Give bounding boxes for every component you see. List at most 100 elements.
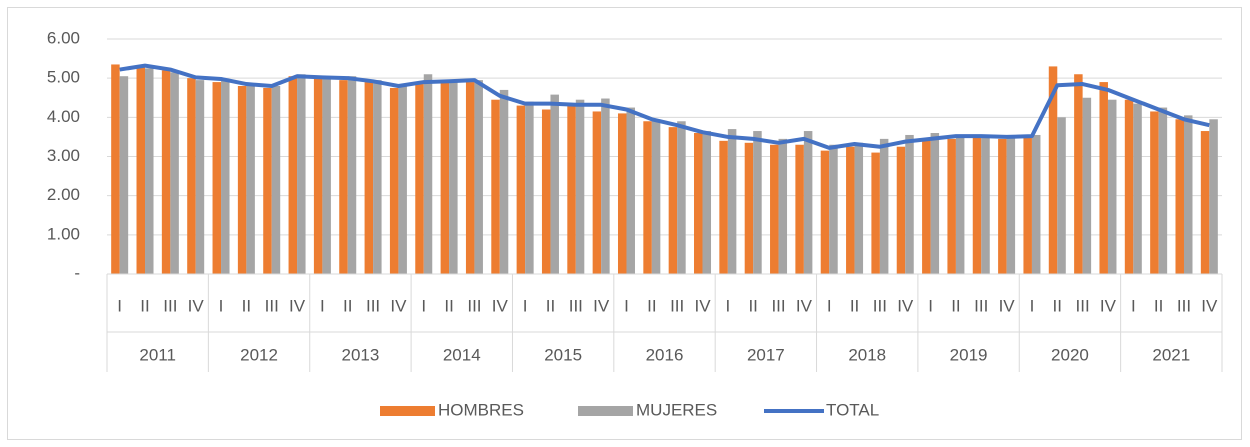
bar [195, 80, 205, 274]
bar [170, 72, 179, 275]
bar [905, 134, 914, 274]
x-tick-label: II [748, 296, 757, 315]
x-tick-label: I [1131, 296, 1136, 315]
bar [922, 140, 931, 274]
bar [702, 131, 712, 274]
bar [263, 87, 272, 274]
bar [1082, 97, 1092, 274]
bar [795, 144, 804, 274]
bar [364, 82, 374, 274]
y-tick-label: 4.00 [47, 107, 80, 126]
x-tick-label: III [569, 296, 583, 315]
bar [727, 129, 737, 274]
x-tick-label: III [873, 296, 887, 315]
bar [1158, 107, 1168, 275]
bar [694, 133, 703, 274]
bar [753, 131, 762, 274]
x-group-label: 2021 [1152, 345, 1190, 364]
bar [415, 84, 424, 275]
bar [947, 138, 956, 274]
bar [187, 78, 196, 275]
bar [744, 142, 754, 274]
line-series [119, 63, 1210, 150]
bar [981, 134, 990, 274]
bar [778, 138, 788, 274]
x-group-label: 2013 [341, 345, 379, 364]
x-tick-label: II [951, 296, 960, 315]
x-tick-label: I [827, 296, 832, 315]
x-tick-label: II [242, 296, 251, 315]
bar [525, 101, 534, 275]
bar [668, 127, 678, 274]
bar [111, 64, 120, 274]
bar [119, 76, 129, 274]
bar [575, 99, 585, 274]
x-tick-label: IV [694, 296, 711, 315]
bar [449, 80, 458, 274]
x-tick-label: I [320, 296, 325, 315]
y-tick-label: 1.00 [47, 224, 80, 243]
x-tick-label: II [1154, 296, 1163, 315]
bar [1124, 99, 1134, 274]
y-tick-label: 6.00 [47, 28, 80, 47]
x-tick-label: II [647, 296, 656, 315]
bar [465, 82, 475, 274]
x-tick-label: II [850, 296, 859, 315]
x-tick-label: IV [1100, 296, 1117, 315]
x-tick-label: I [117, 296, 122, 315]
bar [1200, 131, 1210, 274]
bar [626, 107, 635, 275]
x-tick-label: III [771, 296, 785, 315]
x-group-label: 2011 [139, 345, 176, 364]
bar [474, 80, 483, 274]
bar [398, 84, 407, 275]
bar [617, 113, 627, 275]
bar [846, 146, 855, 274]
x-tick-label: II [1053, 296, 1062, 315]
y-tick-label: 5.00 [47, 68, 80, 87]
legend-swatch [380, 406, 435, 416]
bar [1175, 119, 1184, 275]
bar [567, 105, 576, 274]
x-tick-label: II [140, 296, 149, 315]
bar [1209, 119, 1218, 275]
x-tick-label: III [163, 296, 177, 315]
x-tick-label: IV [289, 296, 306, 315]
x-tick-label: IV [188, 296, 205, 315]
bar [879, 138, 889, 274]
legend-label: TOTAL [826, 400, 879, 419]
bar [1099, 82, 1108, 274]
legend-label: MUJERES [636, 400, 717, 419]
x-tick-label: I [928, 296, 933, 315]
bar [677, 121, 686, 274]
bar [1048, 66, 1058, 275]
x-tick-label: III [1076, 296, 1090, 315]
bar [550, 94, 559, 274]
x-tick-label: III [974, 296, 988, 315]
x-tick-label: II [444, 296, 453, 315]
bar [161, 70, 171, 274]
bar [423, 74, 433, 274]
legend-swatch [578, 406, 633, 416]
x-tick-label: IV [492, 296, 509, 315]
bar [719, 140, 728, 274]
x-tick-label: IV [796, 296, 813, 315]
x-tick-label: IV [593, 296, 610, 315]
bar [803, 131, 813, 274]
bar [1150, 111, 1159, 274]
bar [1074, 74, 1083, 274]
y-tick-label: 3.00 [47, 146, 80, 165]
bar [592, 111, 602, 274]
x-tick-label: III [366, 296, 380, 315]
bar [829, 144, 838, 274]
bar [373, 80, 382, 274]
x-group-label: 2014 [443, 345, 481, 364]
bar [212, 82, 222, 274]
bar [499, 89, 509, 275]
x-group-label: 2018 [848, 345, 886, 364]
bar [440, 82, 450, 274]
bar [854, 142, 864, 274]
x-group-label: 2017 [747, 345, 785, 364]
y-tick-label: 2.00 [47, 185, 80, 204]
